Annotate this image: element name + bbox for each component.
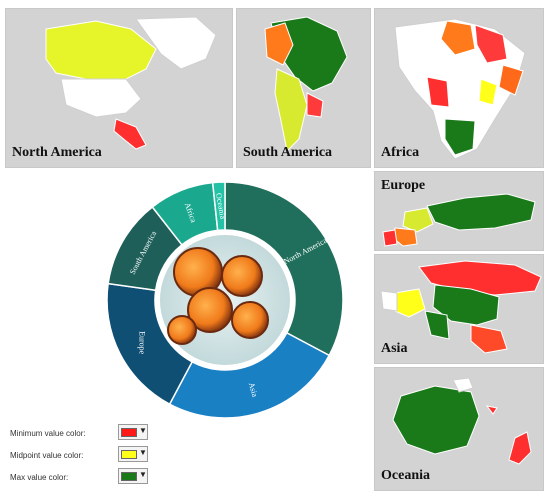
- oceania-map: [392, 377, 532, 465]
- legend-row-min: Minimum value color: ▼: [6, 424, 156, 442]
- legend-row-max: Max value color: ▼: [6, 468, 156, 486]
- max-color-picker[interactable]: ▼: [118, 468, 148, 484]
- mid-color-picker[interactable]: ▼: [118, 446, 148, 462]
- center-cell-image: [158, 233, 292, 367]
- europe-title: Europe: [381, 178, 426, 193]
- min-color-picker[interactable]: ▼: [118, 424, 148, 440]
- donut-label-asia: Asia: [247, 381, 260, 398]
- asia-map-panel: Asia: [374, 254, 544, 364]
- asia-title: Asia: [381, 341, 408, 356]
- south-america-map-panel: South America: [236, 8, 371, 168]
- donut-segment-north-america[interactable]: [224, 181, 344, 357]
- south-america-map: [264, 16, 348, 153]
- africa-map: [394, 18, 526, 160]
- oceania-title: Oceania: [381, 468, 430, 483]
- legend-row-mid: Midpoint value color: ▼: [6, 446, 156, 464]
- asia-map: [380, 260, 542, 354]
- donut-segment-oceania[interactable]: [211, 181, 226, 232]
- north-america-map: [45, 16, 217, 150]
- max-color-swatch: [121, 472, 137, 481]
- africa-title: Africa: [381, 145, 420, 160]
- max-color-label: Max value color:: [10, 473, 69, 482]
- north-america-title: North America: [12, 145, 102, 160]
- color-legend: Minimum value color: ▼ Midpoint value co…: [6, 424, 156, 492]
- mid-color-label: Midpoint value color:: [10, 451, 84, 460]
- oceania-map-panel: Oceania: [374, 367, 544, 491]
- europe-map-panel: Europe: [374, 171, 544, 251]
- north-america-map-panel: North America: [5, 8, 233, 168]
- min-color-label: Minimum value color:: [10, 429, 86, 438]
- mid-color-swatch: [121, 450, 137, 459]
- africa-map-panel: Africa: [374, 8, 544, 168]
- min-color-swatch: [121, 428, 137, 437]
- south-america-title: South America: [243, 145, 333, 160]
- chevron-down-icon: ▼: [139, 448, 147, 457]
- donut-label-europe: Europe: [137, 331, 146, 355]
- chevron-down-icon: ▼: [139, 470, 147, 479]
- chevron-down-icon: ▼: [139, 426, 147, 435]
- donut-segment-asia[interactable]: [168, 331, 331, 419]
- europe-map: [382, 193, 536, 247]
